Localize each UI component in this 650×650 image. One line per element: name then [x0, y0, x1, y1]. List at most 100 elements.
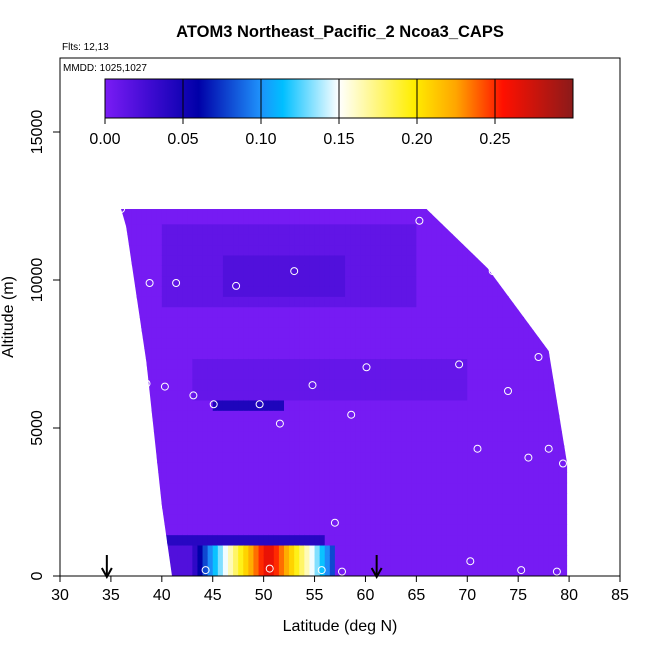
- heatmap-cell: [538, 565, 545, 576]
- heatmap-cell: [136, 513, 143, 525]
- heatmap-cell: [380, 430, 387, 442]
- heatmap-cell: [370, 213, 377, 225]
- plot-frame: [59, 57, 621, 577]
- heatmap-cell: [228, 513, 234, 525]
- heatmap-cell: [457, 244, 463, 256]
- heatmap-cell: [334, 337, 341, 349]
- heatmap-cell: [508, 544, 514, 556]
- heatmap-cell: [543, 555, 550, 567]
- heatmap-cell: [248, 296, 255, 308]
- heatmap-cell: [126, 534, 132, 546]
- heatmap-cell: [380, 368, 387, 380]
- heatmap-cell: [126, 265, 132, 277]
- heatmap-cell: [426, 503, 433, 515]
- heatmap-cell: [172, 534, 178, 546]
- heatmap-cell: [202, 441, 209, 453]
- heatmap-cell: [233, 275, 239, 287]
- heatmap-cell: [258, 513, 265, 525]
- heatmap-cell: [126, 317, 132, 328]
- heatmap-cell: [151, 265, 158, 277]
- heatmap-cell: [564, 348, 568, 360]
- heatmap-cell: [233, 209, 239, 214]
- heatmap-cell: [502, 430, 509, 442]
- heatmap-cell: [238, 296, 244, 308]
- heatmap-cell: [233, 534, 239, 546]
- heatmap-cell: [406, 441, 412, 453]
- heatmap-cell: [304, 368, 311, 380]
- heatmap-cell: [385, 513, 392, 525]
- heatmap-cell: [187, 462, 193, 473]
- heatmap-cell: [253, 254, 260, 266]
- heatmap-cell: [538, 462, 545, 473]
- heatmap-cell: [513, 555, 519, 567]
- heatmap-cell: [553, 306, 560, 318]
- heatmap-cell: [497, 410, 504, 422]
- heatmap-cell: [431, 265, 438, 277]
- heatmap-cell: [268, 482, 275, 494]
- sample-point: [308, 381, 317, 390]
- heatmap-cell: [380, 317, 387, 328]
- heatmap-cell: [121, 223, 127, 235]
- heatmap-cell: [360, 327, 367, 339]
- heatmap-cell: [375, 244, 382, 256]
- heatmap-cell: [146, 275, 153, 287]
- heatmap-cell: [202, 223, 209, 235]
- heatmap-cell: [446, 441, 453, 453]
- heatmap-cell: [564, 399, 568, 411]
- heatmap-cell: [212, 244, 219, 256]
- heatmap-cell: [513, 337, 519, 349]
- heatmap-cell: [457, 317, 463, 328]
- heatmap-cell: [513, 327, 519, 339]
- heatmap-cell: [492, 223, 499, 235]
- heatmap-cell: [197, 493, 204, 505]
- flight-marker-head: [100, 567, 113, 580]
- heatmap-cell: [533, 430, 540, 442]
- heatmap-cell: [553, 389, 560, 401]
- heatmap-cell: [370, 430, 377, 442]
- y-tick-label: 5000: [29, 410, 46, 446]
- heatmap-cell: [482, 358, 489, 370]
- heatmap-cell: [360, 399, 367, 411]
- heatmap-cell: [156, 493, 163, 505]
- heatmap-cell: [217, 348, 224, 360]
- heatmap-cell: [533, 223, 540, 235]
- heatmap-cell: [212, 275, 219, 287]
- heatmap-cell: [396, 410, 402, 422]
- heatmap-cell: [543, 430, 550, 442]
- heatmap-cell: [243, 410, 249, 422]
- heatmap-cell: [126, 296, 132, 308]
- heatmap-cell: [553, 358, 560, 370]
- heatmap-cell: [121, 317, 122, 328]
- heatmap-cell: [538, 234, 545, 246]
- heatmap-cell: [416, 265, 423, 277]
- heatmap-cell: [243, 296, 249, 308]
- heatmap-cell: [228, 430, 234, 442]
- heatmap-cell: [131, 441, 137, 453]
- heatmap-cell: [146, 441, 153, 453]
- heatmap-cell: [467, 285, 473, 297]
- heatmap-cell: [126, 399, 132, 411]
- heatmap-cell: [564, 441, 568, 453]
- heatmap-cell: [284, 493, 290, 505]
- heatmap-cell: [253, 565, 260, 576]
- heatmap-cell: [416, 534, 423, 546]
- heatmap-cell: [360, 244, 367, 256]
- heatmap-cell: [238, 430, 244, 442]
- heatmap-cell: [284, 296, 290, 308]
- heatmap-cell: [548, 513, 555, 525]
- heatmap-cell: [131, 285, 137, 297]
- heatmap-cell: [273, 275, 280, 287]
- heatmap-cell: [396, 379, 402, 391]
- heatmap-cell: [385, 379, 392, 391]
- heatmap-cell: [314, 389, 321, 401]
- heatmap-cell: [166, 244, 173, 256]
- heatmap-cell: [289, 348, 295, 360]
- sample-point: [534, 353, 543, 361]
- heatmap-cell: [294, 317, 300, 328]
- heatmap-cell: [457, 513, 463, 525]
- heatmap-cell: [487, 472, 494, 484]
- heatmap-cell: [543, 482, 550, 494]
- heatmap-cell: [441, 213, 448, 225]
- heatmap-cell: [228, 462, 234, 473]
- heatmap-cell: [482, 234, 489, 246]
